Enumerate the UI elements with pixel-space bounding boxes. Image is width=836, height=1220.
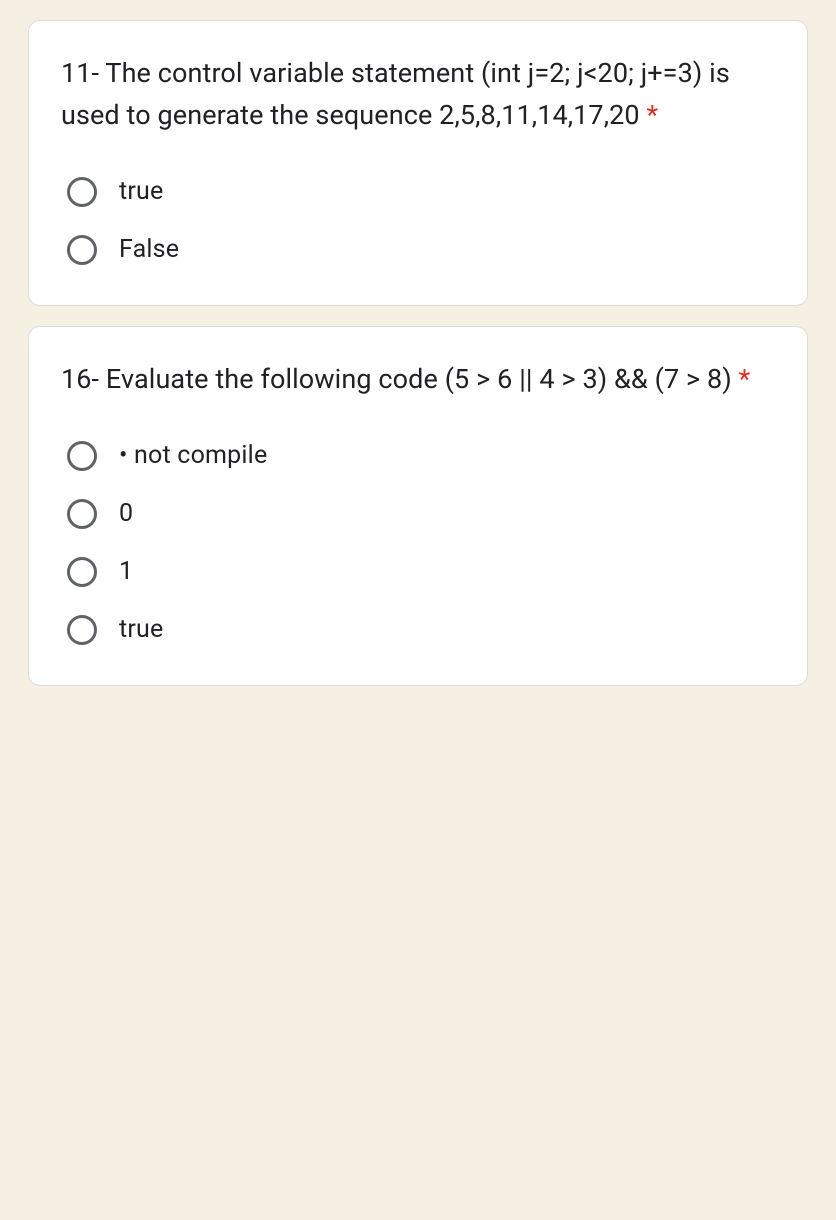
options-container: true False	[61, 177, 775, 265]
required-asterisk: *	[646, 99, 658, 131]
option-false[interactable]: False	[67, 235, 775, 265]
option-label: • not compile	[119, 441, 267, 470]
option-label: 0	[119, 499, 133, 528]
option-label: true	[119, 615, 164, 644]
options-container: • not compile 0 1 true	[61, 441, 775, 645]
option-not-compile[interactable]: • not compile	[67, 441, 775, 471]
radio-icon	[67, 557, 97, 587]
option-true[interactable]: true	[67, 177, 775, 207]
option-one[interactable]: 1	[67, 557, 775, 587]
question-body: 11- The control variable statement (int …	[61, 57, 730, 131]
radio-icon	[67, 177, 97, 207]
option-true[interactable]: true	[67, 615, 775, 645]
option-label: 1	[119, 557, 133, 586]
option-label: False	[119, 235, 179, 264]
option-zero[interactable]: 0	[67, 499, 775, 529]
question-text: 16- Evaluate the following code (5 > 6 |…	[61, 359, 775, 401]
question-text: 11- The control variable statement (int …	[61, 53, 775, 137]
question-card-11: 11- The control variable statement (int …	[28, 20, 808, 306]
option-label: true	[119, 177, 164, 206]
question-body: 16- Evaluate the following code (5 > 6 |…	[61, 363, 739, 395]
radio-icon	[67, 615, 97, 645]
radio-icon	[67, 235, 97, 265]
radio-icon	[67, 441, 97, 471]
question-card-16: 16- Evaluate the following code (5 > 6 |…	[28, 326, 808, 686]
required-asterisk: *	[739, 363, 751, 395]
radio-icon	[67, 499, 97, 529]
